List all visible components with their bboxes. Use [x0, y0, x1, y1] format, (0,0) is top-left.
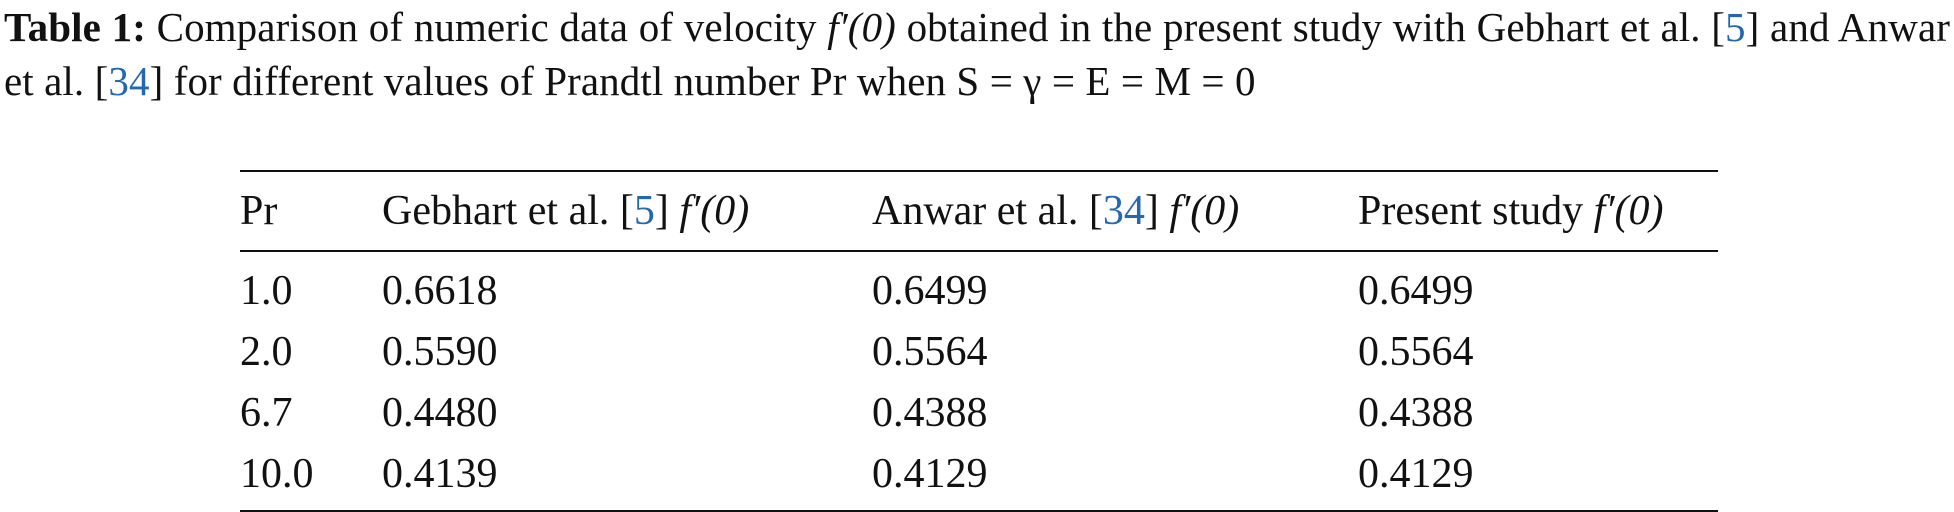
cell-pr: 2.0: [240, 328, 293, 375]
table-row: 10.0 0.4139 0.4129 0.4129: [240, 443, 1718, 511]
table-caption: Table 1: Comparison of numeric data of v…: [4, 0, 1950, 108]
column-header-anwar: Anwar et al. [34] f′(0): [872, 188, 1240, 234]
velocity-symbol: f′(0): [827, 4, 896, 50]
velocity-symbol: f′(0): [679, 188, 750, 234]
cell-anwar: 0.6499: [872, 267, 988, 314]
velocity-symbol: f′(0): [1169, 188, 1240, 234]
cell-pr: 1.0: [240, 267, 293, 314]
caption-text: obtained in the present study with Gebha…: [895, 4, 1726, 50]
citation-link-5[interactable]: 5: [1725, 4, 1746, 50]
cell-pr: 10.0: [240, 450, 314, 497]
cell-gebhart: 0.6618: [382, 267, 498, 314]
cell-gebhart: 0.4480: [382, 389, 498, 436]
cell-present-study: 0.4388: [1358, 389, 1474, 436]
comparison-table-wrapper: Pr Gebhart et al. [5] f′(0) Anwar et al.…: [240, 170, 1718, 512]
cell-present-study: 0.5564: [1358, 328, 1474, 375]
cell-anwar: 0.5564: [872, 328, 988, 375]
cell-gebhart: 0.5590: [382, 328, 498, 375]
table-row: 1.0 0.6618 0.6499 0.6499: [240, 251, 1718, 321]
column-header-pr: Pr: [240, 188, 278, 234]
citation-link-34[interactable]: 34: [108, 58, 150, 104]
velocity-symbol: f′(0): [1593, 188, 1664, 234]
citation-link-34[interactable]: 34: [1102, 188, 1145, 234]
table-row: 2.0 0.5590 0.5564 0.5564: [240, 321, 1718, 382]
cell-present-study: 0.6499: [1358, 267, 1474, 314]
caption-text: Comparison of numeric data of velocity: [145, 4, 828, 50]
column-header-present-study: Present study f′(0): [1358, 188, 1664, 234]
caption-text: ] for different values of Prandtl number…: [149, 58, 1256, 104]
cell-anwar: 0.4388: [872, 389, 988, 436]
table-row: 6.7 0.4480 0.4388 0.4388: [240, 382, 1718, 443]
caption-label: Table 1:: [4, 4, 146, 50]
citation-link-5[interactable]: 5: [633, 188, 655, 234]
cell-gebhart: 0.4139: [382, 450, 498, 497]
cell-pr: 6.7: [240, 389, 293, 436]
caption-text: ] and Anwar et al. [: [4, 4, 1950, 104]
comparison-table: Pr Gebhart et al. [5] f′(0) Anwar et al.…: [240, 170, 1718, 512]
table-header-row: Pr Gebhart et al. [5] f′(0) Anwar et al.…: [240, 171, 1718, 251]
cell-anwar: 0.4129: [872, 450, 988, 497]
column-header-gebhart: Gebhart et al. [5] f′(0): [382, 188, 750, 234]
cell-present-study: 0.4129: [1358, 450, 1474, 497]
